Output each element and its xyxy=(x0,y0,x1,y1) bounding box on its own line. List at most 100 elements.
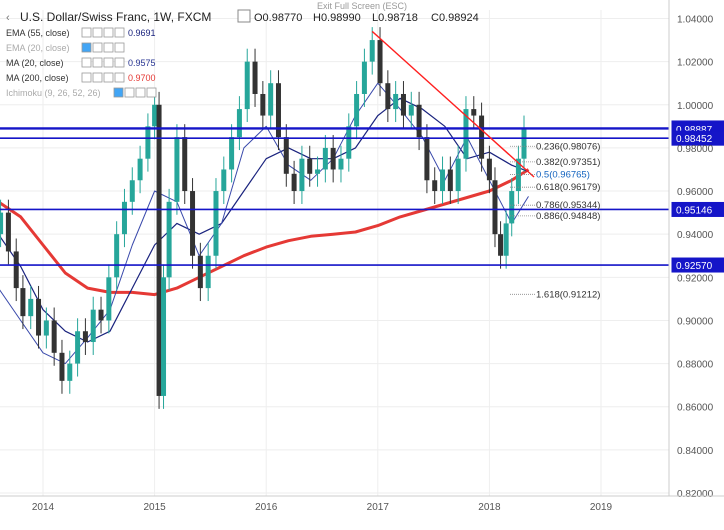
more-icon[interactable] xyxy=(114,57,125,68)
candle xyxy=(82,318,88,355)
trendline-drawing[interactable] xyxy=(371,30,535,178)
candle-body xyxy=(400,93,406,116)
eye-icon[interactable] xyxy=(81,72,92,83)
candle-body xyxy=(197,255,203,289)
more-icon[interactable] xyxy=(114,42,125,53)
more-icon[interactable] xyxy=(146,87,157,98)
candle xyxy=(338,145,344,183)
candle xyxy=(408,91,414,129)
trendline[interactable] xyxy=(371,30,535,178)
y-tick-label: 0.96000 xyxy=(677,187,714,198)
candle xyxy=(432,167,438,204)
eye-icon[interactable] xyxy=(81,57,92,68)
candle-body xyxy=(361,61,367,94)
exit-fullscreen-hint[interactable]: Exit Full Screen (ESC) xyxy=(317,1,407,11)
y-tick-label: 0.98000 xyxy=(677,144,714,155)
fib-label: 0.786(0.95344) xyxy=(536,200,600,211)
level-price-tag: 0.95146 xyxy=(671,201,724,217)
level-price-tag: 0.92570 xyxy=(671,257,724,273)
candle-body xyxy=(0,212,4,235)
time-axis[interactable]: 2014 2015 2016 2017 2018 2019 xyxy=(0,495,724,513)
candle xyxy=(299,145,305,204)
candle-body xyxy=(486,158,492,181)
indicator-label: MA (200, close) xyxy=(6,73,69,83)
candle-body xyxy=(503,223,509,256)
gear-icon[interactable] xyxy=(124,87,135,98)
candle-body xyxy=(82,331,88,343)
gear-icon[interactable] xyxy=(92,27,103,38)
candle xyxy=(260,81,266,129)
gear-icon[interactable] xyxy=(92,42,103,53)
candle xyxy=(5,199,11,265)
price-axis[interactable]: 0.82000 0.84000 0.86000 0.88000 0.90000 0.920… xyxy=(668,0,714,500)
candle-body xyxy=(471,109,477,116)
candle xyxy=(369,27,375,75)
candle xyxy=(315,156,321,187)
candle xyxy=(479,102,485,172)
symbol-eye-icon[interactable] xyxy=(237,9,251,23)
level-tag-bg xyxy=(671,201,724,217)
eye-icon[interactable] xyxy=(81,27,92,38)
candle-body xyxy=(283,137,289,174)
candle-body xyxy=(455,158,461,192)
candle-body xyxy=(75,331,81,364)
eye-icon[interactable] xyxy=(113,87,124,98)
candle-body xyxy=(338,158,344,170)
candle xyxy=(393,81,399,123)
level-tag-bg xyxy=(671,257,724,273)
candle-body xyxy=(408,104,414,116)
ma200-series xyxy=(0,168,530,297)
x-tick-label: 2016 xyxy=(255,502,278,513)
candle xyxy=(509,178,515,237)
candle xyxy=(161,264,167,409)
candle-body xyxy=(354,93,360,127)
y-tick-label: 0.92000 xyxy=(677,273,714,284)
more-icon[interactable] xyxy=(114,27,125,38)
candle xyxy=(59,339,65,394)
candle xyxy=(424,124,430,194)
candle xyxy=(455,145,461,204)
candle-body xyxy=(275,83,281,138)
fibonacci-levels[interactable]: 0.236(0.98076) 0.382(0.97351) 0.5(0.96765)… xyxy=(510,141,600,300)
candle xyxy=(244,48,250,123)
candle-body xyxy=(463,109,469,159)
candle-body xyxy=(252,61,258,94)
close-icon[interactable] xyxy=(103,72,114,83)
y-tick-label: 1.00000 xyxy=(677,101,714,112)
indicator-label: EMA (20, close) xyxy=(6,43,70,53)
candle-body xyxy=(90,309,96,343)
candle xyxy=(67,350,73,394)
candle-body xyxy=(28,298,34,317)
level-tag-label: 0.98887 xyxy=(676,125,713,136)
candle-body xyxy=(479,115,485,159)
candle-body xyxy=(393,93,399,110)
candle xyxy=(106,264,112,334)
gear-icon[interactable] xyxy=(92,57,103,68)
close-icon[interactable] xyxy=(135,87,146,98)
y-tick-label: 1.02000 xyxy=(677,58,714,69)
candle-body xyxy=(59,352,65,381)
candle xyxy=(486,145,492,194)
candle xyxy=(156,91,162,409)
close-icon[interactable] xyxy=(103,27,114,38)
candle-body xyxy=(156,104,162,396)
candle-body xyxy=(307,158,313,174)
more-icon[interactable] xyxy=(114,72,125,83)
candle xyxy=(229,124,235,183)
eye-icon[interactable] xyxy=(81,42,92,53)
gear-icon[interactable] xyxy=(92,72,103,83)
close-icon[interactable] xyxy=(103,57,114,68)
candle xyxy=(36,285,42,349)
indicator-value: 0.9575 xyxy=(128,58,156,68)
collapse-icon[interactable]: ‹ xyxy=(6,12,10,24)
close-icon[interactable] xyxy=(103,42,114,53)
candle-body xyxy=(322,147,328,170)
candle xyxy=(236,96,242,151)
level-tag-label: 0.98452 xyxy=(676,134,713,145)
candle-body xyxy=(152,104,158,127)
candle-body xyxy=(291,173,297,192)
candle xyxy=(121,188,127,248)
